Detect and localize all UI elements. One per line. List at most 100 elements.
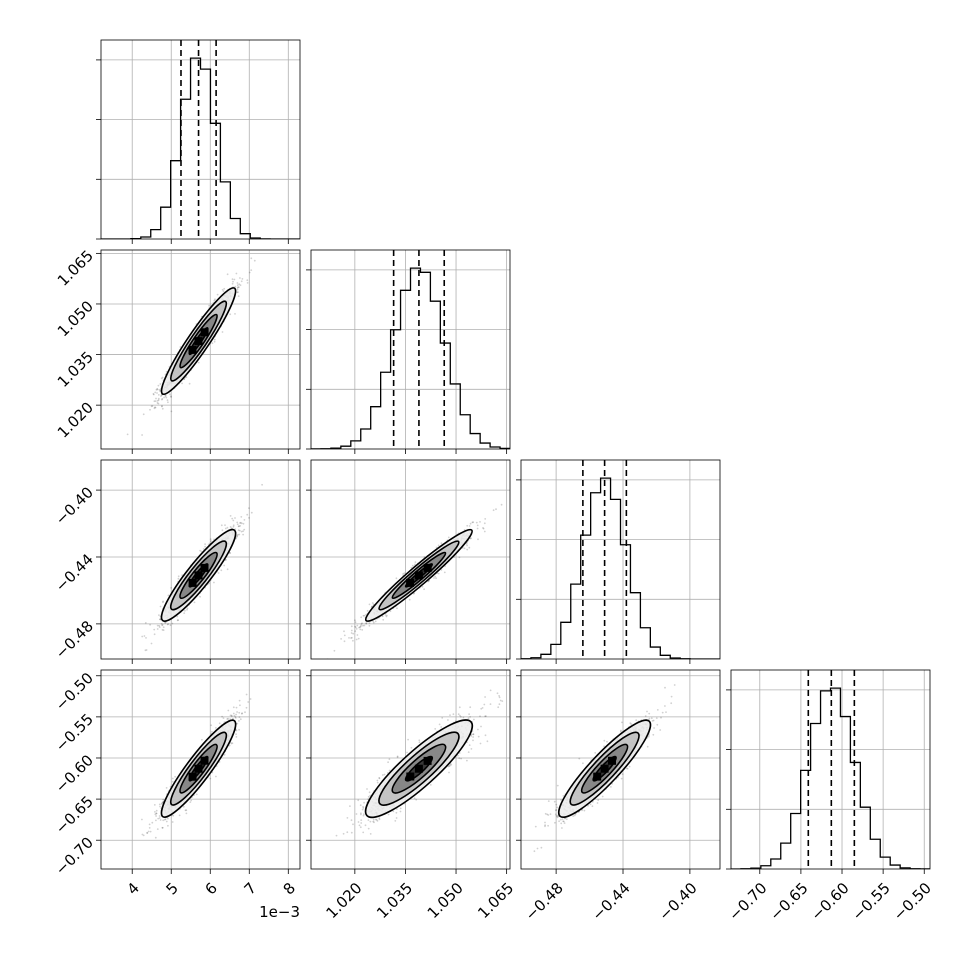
- scatter-point: [195, 793, 198, 796]
- scatter-point: [476, 524, 479, 527]
- scatter-point: [161, 624, 164, 627]
- scatter-point: [356, 634, 359, 636]
- scatter-point: [151, 405, 154, 407]
- scatter-point: [240, 522, 243, 525]
- scatter-point: [177, 575, 180, 578]
- scatter-point: [437, 544, 440, 547]
- scatter-point: [381, 615, 384, 618]
- scatter-point: [145, 637, 147, 639]
- panel-2-2: [516, 459, 721, 664]
- scatter-point: [246, 279, 249, 282]
- scatter-point: [161, 397, 164, 400]
- scatter-point: [230, 527, 233, 530]
- scatter-point: [170, 410, 173, 413]
- scatter-point: [217, 572, 220, 574]
- scatter-point: [468, 525, 471, 527]
- y-tick-label: 1.065: [54, 247, 97, 290]
- scatter-point: [242, 522, 245, 525]
- scatter-point: [238, 720, 240, 722]
- scatter-point: [240, 530, 243, 533]
- scatter-point: [229, 313, 232, 316]
- scatter-point: [193, 601, 196, 604]
- scatter-point: [155, 397, 157, 400]
- scatter-point: [185, 376, 188, 378]
- scatter-point: [465, 542, 468, 545]
- scatter-point: [156, 828, 159, 830]
- scatter-point: [236, 282, 239, 284]
- scatter-point: [215, 727, 217, 729]
- scatter-point: [234, 313, 236, 315]
- scatter-point: [159, 605, 162, 608]
- scatter-point: [144, 622, 147, 624]
- scatter-point: [484, 518, 487, 520]
- scatter-point: [184, 609, 186, 612]
- scatter-point: [154, 836, 157, 839]
- scatter-point: [208, 304, 211, 307]
- density-peak-bin: [200, 328, 209, 337]
- scatter-point: [159, 390, 162, 393]
- scatter-point: [213, 340, 216, 343]
- scatter-point: [374, 620, 377, 623]
- scatter-point: [234, 285, 237, 288]
- scatter-point: [440, 569, 443, 571]
- scatter-point: [248, 507, 250, 509]
- scatter-point: [171, 780, 174, 783]
- scatter-point: [443, 571, 446, 574]
- scatter-point: [210, 724, 213, 727]
- panel-frame: [310, 459, 511, 660]
- scatter-point: [412, 592, 415, 595]
- scatter-point: [235, 713, 238, 716]
- scatter-point: [152, 393, 155, 396]
- scatter-point: [236, 535, 238, 538]
- scatter-point: [372, 621, 375, 624]
- panel-3-0: −0.70−0.65−0.60−0.55−0.504 5 6 7 8: [52, 669, 301, 899]
- scatter-point: [492, 509, 495, 512]
- scatter-point: [158, 388, 161, 391]
- scatter-point: [126, 433, 129, 436]
- scatter-point: [242, 533, 245, 536]
- scatter-point: [160, 394, 163, 397]
- scatter-point: [359, 628, 362, 631]
- scatter-point: [237, 533, 239, 536]
- scatter-point: [246, 513, 249, 516]
- scatter-point: [141, 635, 144, 638]
- scatter-point: [386, 614, 388, 617]
- scatter-point: [463, 547, 466, 550]
- scatter-point: [348, 637, 350, 639]
- scatter-point: [146, 832, 149, 834]
- scatter-point: [232, 524, 235, 527]
- scatter-point: [408, 598, 411, 601]
- scatter-point: [232, 519, 235, 522]
- scatter-point: [237, 295, 240, 297]
- scatter-point: [209, 538, 212, 540]
- scatter-point: [157, 384, 160, 387]
- scatter-point: [368, 603, 371, 606]
- scatter-point: [161, 405, 163, 408]
- scatter-point: [158, 626, 161, 628]
- scatter-point: [354, 626, 357, 629]
- scatter-point: [414, 561, 417, 563]
- scatter-point: [142, 413, 145, 416]
- scatter-point: [238, 529, 241, 532]
- scatter-point: [177, 577, 180, 580]
- scatter-point: [162, 600, 165, 603]
- scatter-point: [236, 287, 239, 289]
- panel-frame: [520, 459, 721, 660]
- scatter-point: [166, 623, 169, 626]
- scatter-point: [165, 396, 168, 399]
- scatter-point: [236, 288, 239, 291]
- scatter-point: [149, 408, 151, 411]
- scatter-point: [360, 616, 363, 619]
- panel-2-0: −0.48−0.44−0.40: [52, 459, 301, 664]
- scatter-point: [204, 545, 207, 548]
- scatter-point: [213, 338, 216, 341]
- scatter-point: [468, 546, 471, 549]
- scatter-point: [232, 280, 234, 283]
- scatter-point: [241, 712, 243, 715]
- scatter-point: [483, 522, 486, 525]
- scatter-point: [165, 787, 168, 789]
- scatter-point: [156, 388, 159, 391]
- scatter-point: [354, 630, 357, 633]
- scatter-point: [213, 299, 216, 302]
- scatter-point: [239, 522, 241, 524]
